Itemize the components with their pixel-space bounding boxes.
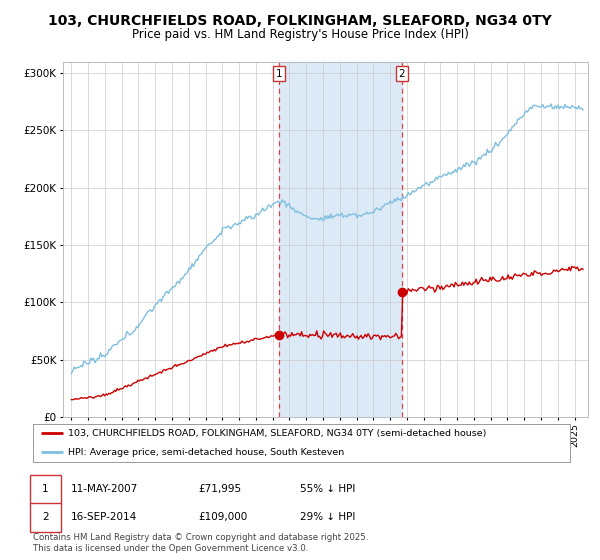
Text: 55% ↓ HPI: 55% ↓ HPI xyxy=(300,484,355,494)
Text: 2: 2 xyxy=(42,512,49,522)
Text: 16-SEP-2014: 16-SEP-2014 xyxy=(71,512,137,522)
Text: 2: 2 xyxy=(398,69,405,79)
Text: £71,995: £71,995 xyxy=(198,484,241,494)
Text: HPI: Average price, semi-detached house, South Kesteven: HPI: Average price, semi-detached house,… xyxy=(68,448,344,457)
Text: £109,000: £109,000 xyxy=(198,512,247,522)
Text: Contains HM Land Registry data © Crown copyright and database right 2025.
This d: Contains HM Land Registry data © Crown c… xyxy=(33,533,368,553)
Text: 1: 1 xyxy=(275,69,282,79)
Text: 1: 1 xyxy=(42,484,49,494)
Text: 29% ↓ HPI: 29% ↓ HPI xyxy=(300,512,355,522)
Text: 103, CHURCHFIELDS ROAD, FOLKINGHAM, SLEAFORD, NG34 0TY: 103, CHURCHFIELDS ROAD, FOLKINGHAM, SLEA… xyxy=(48,14,552,28)
Text: 11-MAY-2007: 11-MAY-2007 xyxy=(71,484,138,494)
Bar xyxy=(279,62,402,417)
Text: 103, CHURCHFIELDS ROAD, FOLKINGHAM, SLEAFORD, NG34 0TY (semi-detached house): 103, CHURCHFIELDS ROAD, FOLKINGHAM, SLEA… xyxy=(68,429,486,438)
Text: Price paid vs. HM Land Registry's House Price Index (HPI): Price paid vs. HM Land Registry's House … xyxy=(131,28,469,41)
